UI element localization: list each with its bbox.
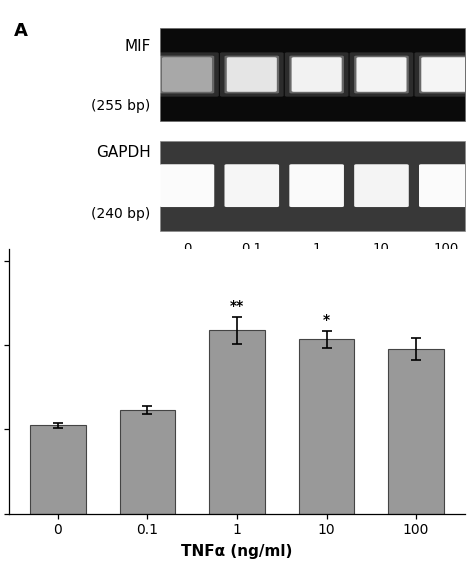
FancyBboxPatch shape	[350, 53, 413, 97]
FancyBboxPatch shape	[289, 55, 344, 93]
Bar	[299, 339, 354, 514]
Bar	[120, 410, 175, 514]
FancyBboxPatch shape	[285, 53, 348, 97]
Text: 1: 1	[312, 242, 321, 255]
Text: MIF: MIF	[124, 39, 151, 54]
Text: 0.1: 0.1	[241, 242, 262, 255]
Text: (255 bp): (255 bp)	[91, 99, 151, 113]
FancyBboxPatch shape	[160, 164, 214, 207]
Text: 10: 10	[373, 242, 390, 255]
FancyBboxPatch shape	[292, 57, 342, 92]
Text: A: A	[14, 22, 28, 40]
FancyBboxPatch shape	[419, 164, 474, 207]
Polygon shape	[160, 141, 465, 231]
Text: TNFα (ng/ml): TNFα (ng/ml)	[263, 272, 371, 287]
Bar	[209, 331, 265, 514]
FancyBboxPatch shape	[225, 55, 279, 93]
FancyBboxPatch shape	[354, 55, 409, 93]
FancyBboxPatch shape	[227, 57, 277, 92]
Text: (240 bp): (240 bp)	[91, 207, 151, 220]
FancyBboxPatch shape	[220, 53, 283, 97]
Bar	[30, 425, 86, 514]
FancyBboxPatch shape	[421, 57, 471, 92]
Text: *: *	[323, 313, 330, 327]
X-axis label: TNFα (ng/ml): TNFα (ng/ml)	[182, 544, 292, 559]
FancyBboxPatch shape	[419, 55, 474, 93]
FancyBboxPatch shape	[162, 57, 212, 92]
FancyBboxPatch shape	[356, 57, 407, 92]
Polygon shape	[160, 28, 465, 121]
FancyBboxPatch shape	[354, 164, 409, 207]
Text: **: **	[230, 299, 244, 313]
Bar	[388, 349, 444, 514]
FancyBboxPatch shape	[225, 164, 279, 207]
FancyBboxPatch shape	[289, 164, 344, 207]
FancyBboxPatch shape	[160, 55, 214, 93]
Text: 0: 0	[183, 242, 191, 255]
FancyBboxPatch shape	[155, 53, 219, 97]
FancyBboxPatch shape	[414, 53, 474, 97]
Text: GAPDH: GAPDH	[96, 145, 151, 160]
Text: 100: 100	[434, 242, 459, 255]
